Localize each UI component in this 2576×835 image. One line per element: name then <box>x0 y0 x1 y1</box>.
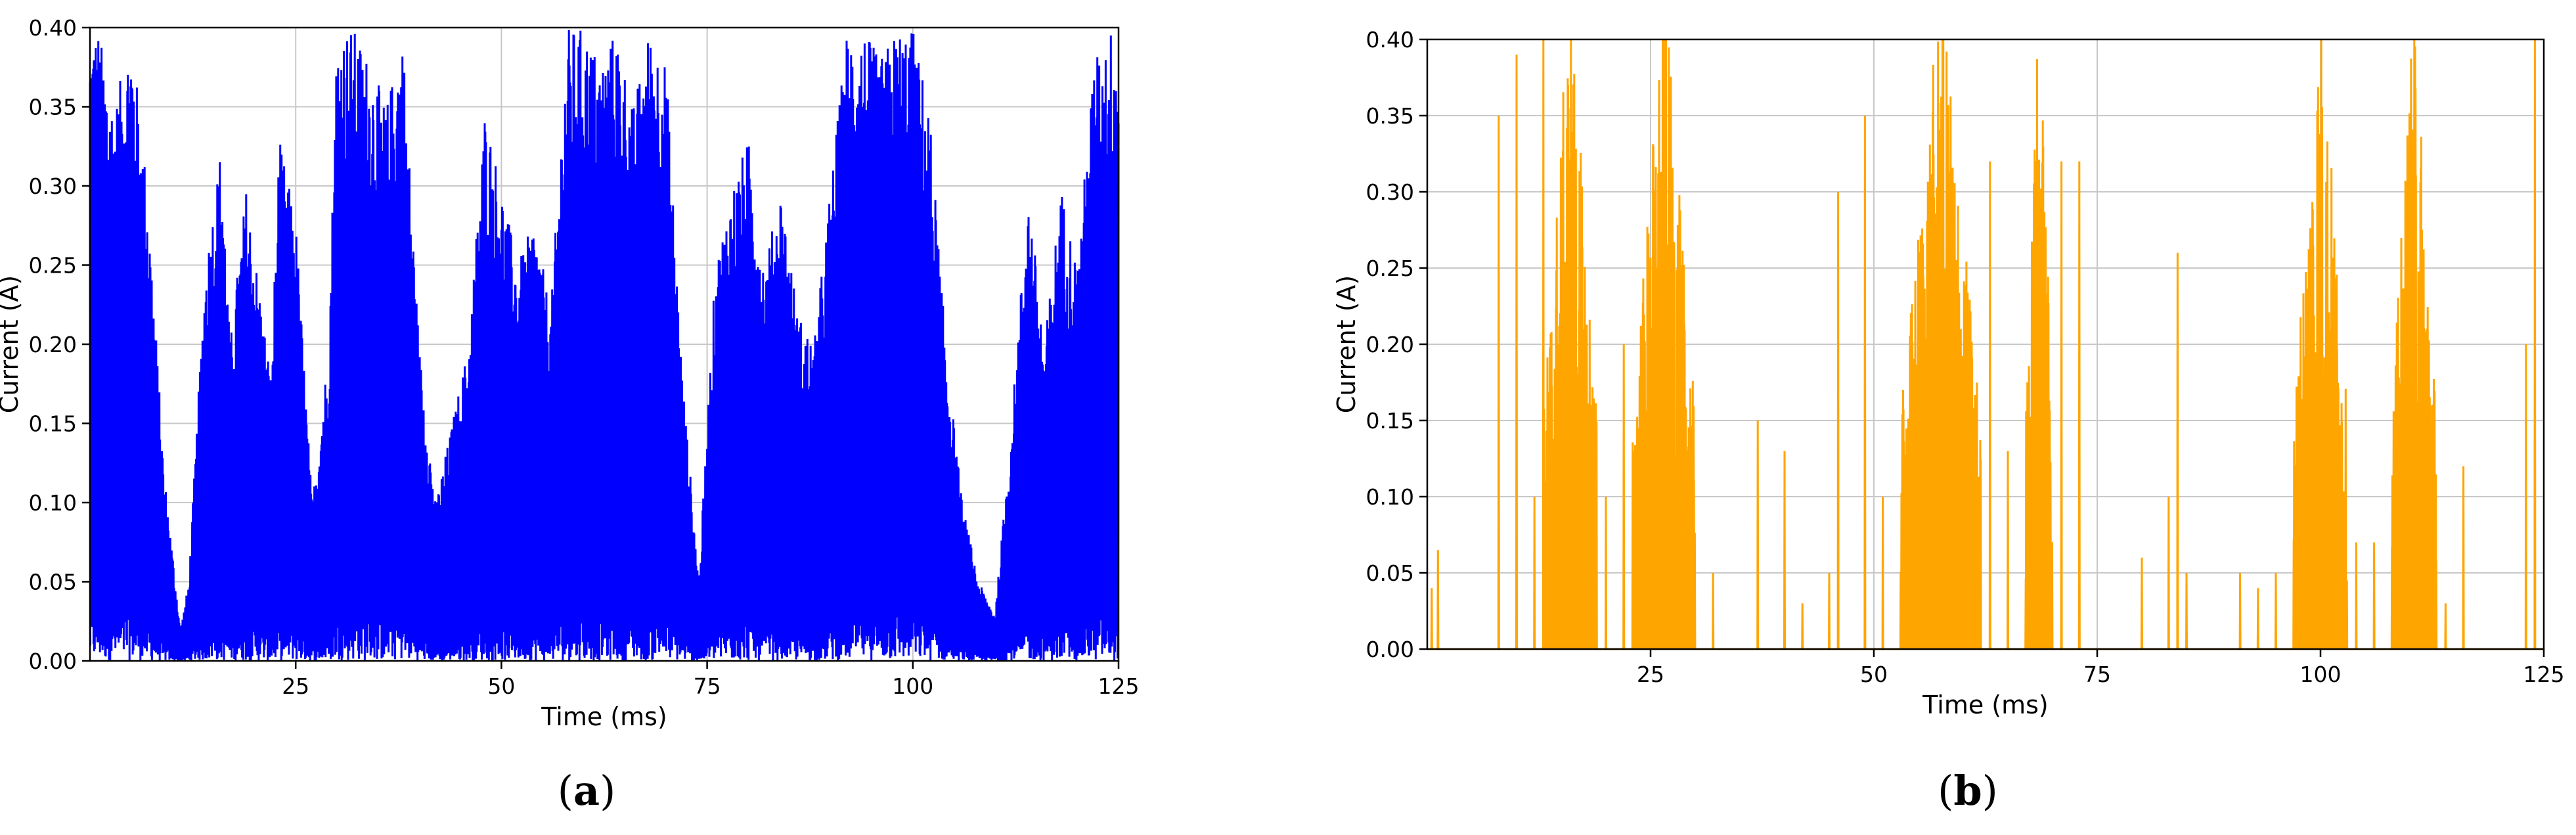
x-axis: 25 50 75 100 125 <box>282 661 1140 699</box>
y-tick-label: 0.30 <box>1366 179 1414 205</box>
data-series <box>1427 39 2544 650</box>
y-tick-label: 0.15 <box>1366 408 1414 434</box>
x-tick-label: 125 <box>1098 673 1140 699</box>
y-tick-label: 0.20 <box>29 332 77 357</box>
x-axis-label: Time (ms) <box>1922 690 2049 719</box>
y-tick-label: 0.35 <box>29 95 77 120</box>
data-series <box>89 30 1120 661</box>
x-tick-label: 25 <box>1637 662 1664 687</box>
x-tick-label: 75 <box>694 673 721 699</box>
signal-line <box>89 30 1120 661</box>
chart-panel-a: 0.00 0.05 0.10 0.15 0.20 0.25 0.30 0.35 0.40 25 50… <box>0 15 1140 731</box>
x-tick-label: 100 <box>892 673 933 699</box>
y-tick-label: 0.35 <box>1366 103 1414 129</box>
y-tick-label: 0.00 <box>29 648 77 674</box>
y-axis-label: Current (A) <box>0 275 24 413</box>
y-axis: 0.00 0.05 0.10 0.15 0.20 0.25 0.30 0.35 0.40 <box>29 15 90 674</box>
x-tick-label: 125 <box>2523 662 2565 687</box>
y-tick-label: 0.20 <box>1366 332 1414 357</box>
y-tick-label: 0.10 <box>1366 484 1414 510</box>
y-tick-label: 0.15 <box>29 411 77 437</box>
y-tick-label: 0.00 <box>1366 637 1414 662</box>
x-tick-label: 50 <box>487 673 515 699</box>
y-tick-label: 0.05 <box>29 570 77 595</box>
x-tick-label: 25 <box>282 673 309 699</box>
y-tick-label: 0.40 <box>29 15 77 41</box>
panel-label-a: (a) <box>558 767 616 815</box>
x-tick-label: 50 <box>1860 662 1888 687</box>
y-axis: 0.00 0.05 0.10 0.15 0.20 0.25 0.30 0.35 0.40 <box>1366 27 1427 662</box>
x-axis: 25 50 75 100 125 <box>1637 649 2565 687</box>
y-tick-label: 0.25 <box>29 253 77 279</box>
chart-panel-b: 0.00 0.05 0.10 0.15 0.20 0.25 0.30 0.35 0.40 25 50… <box>1332 27 2565 719</box>
y-tick-label: 0.30 <box>29 173 77 199</box>
y-tick-label: 0.25 <box>1366 256 1414 281</box>
x-tick-label: 75 <box>2083 662 2111 687</box>
y-tick-label: 0.05 <box>1366 560 1414 586</box>
panel-label-b: (b) <box>1938 767 1998 815</box>
y-tick-label: 0.40 <box>1366 27 1414 53</box>
signal-line <box>1427 39 2544 650</box>
y-axis-label: Current (A) <box>1332 275 1361 413</box>
x-tick-label: 100 <box>2300 662 2342 687</box>
y-tick-label: 0.10 <box>29 490 77 516</box>
x-axis-label: Time (ms) <box>541 702 667 731</box>
